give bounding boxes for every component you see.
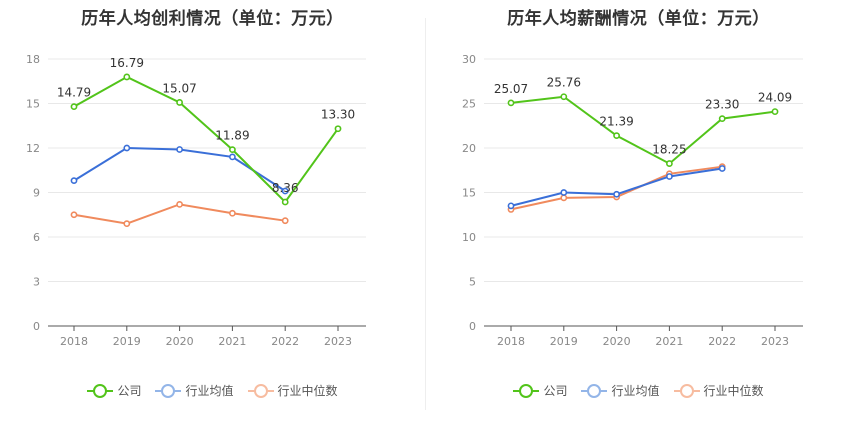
y-tick-label: 25 <box>462 98 476 111</box>
y-tick-label: 0 <box>33 320 40 333</box>
data-label: 23.30 <box>705 98 739 112</box>
data-point-company[interactable] <box>771 108 779 115</box>
data-label: 8.36 <box>272 181 299 195</box>
right-chart-panel: 历年人均薪酬情况（单位：万元） 0 5 10 15 20 25 30 2018 2019 2020… <box>426 0 850 437</box>
y-tick-label: 5 <box>469 276 476 289</box>
y-tick-label: 10 <box>462 231 476 244</box>
data-point-company[interactable] <box>281 198 289 206</box>
data-point-industry-avg[interactable] <box>123 144 131 152</box>
data-point-company[interactable] <box>70 103 78 111</box>
x-tick-label: 2019 <box>113 335 141 348</box>
data-point-industry-avg[interactable] <box>70 177 78 185</box>
y-tick-label: 15 <box>462 187 476 200</box>
x-tick-label: 2020 <box>166 335 194 348</box>
data-label: 25.07 <box>494 82 528 96</box>
data-label: 21.39 <box>599 115 633 129</box>
left-chart-panel: 历年人均创利情况（单位：万元） 0 3 6 9 12 15 18 2018 2019 2020 20… <box>0 9 425 399</box>
data-point-industry-avg[interactable] <box>176 146 183 153</box>
data-point-company[interactable] <box>334 125 342 133</box>
legend-label: 行业中位数 <box>703 384 764 398</box>
data-point-industry-avg[interactable] <box>281 187 289 195</box>
legend-item-industry-median[interactable]: 行业中位数 <box>247 382 338 399</box>
series-line-company <box>510 95 776 165</box>
data-point-industry-median[interactable] <box>123 220 131 228</box>
data-point-industry-median[interactable] <box>281 217 289 225</box>
x-tick-label: 2020 <box>603 335 631 348</box>
x-tick-label: 2018 <box>497 335 525 348</box>
data-point-industry-avg[interactable] <box>718 165 726 172</box>
data-label: 18.25 <box>652 143 686 157</box>
legend-item-company[interactable]: 公司 <box>513 382 567 399</box>
legend-label: 公司 <box>543 384 568 398</box>
chart-legend: 公司 行业均值 行业中位数 <box>426 382 850 399</box>
chart-title: 历年人均薪酬情况（单位：万元） <box>507 9 770 29</box>
x-tick-label: 2019 <box>550 335 578 348</box>
chart-title: 历年人均创利情况（单位：万元） <box>81 9 344 29</box>
legend-label: 公司 <box>117 384 142 398</box>
legend-company-marker-icon <box>87 383 114 398</box>
data-point-industry-median[interactable] <box>70 211 78 219</box>
x-tick-label: 2018 <box>60 335 88 348</box>
x-tick-label: 2022 <box>708 335 736 348</box>
y-tick-label: 9 <box>33 187 40 200</box>
legend-label: 行业中位数 <box>277 384 338 398</box>
y-tick-label: 18 <box>26 53 40 66</box>
chart-legend: 公司 行业均值 行业中位数 <box>0 382 425 399</box>
panel-divider <box>425 18 426 410</box>
legend-item-industry-median[interactable]: 行业中位数 <box>673 382 764 399</box>
data-point-company[interactable] <box>560 93 568 101</box>
y-tick-label: 30 <box>462 53 476 66</box>
data-label: 16.79 <box>110 56 144 70</box>
legend-avg-marker-icon <box>581 383 608 398</box>
data-point-company[interactable] <box>665 160 673 167</box>
profit-per-capita-chart: 0 3 6 9 12 15 18 2018 2019 2020 2021 2022 2023 14.79 1… <box>26 53 366 348</box>
data-point-industry-avg[interactable] <box>613 190 620 198</box>
data-point-company[interactable] <box>507 99 515 107</box>
x-tick-label: 2021 <box>218 335 246 348</box>
data-point-company[interactable] <box>613 132 620 140</box>
salary-per-capita-chart: 0 5 10 15 20 25 30 2018 2019 2020 2021 2022 2023 25.0… <box>462 53 803 348</box>
data-point-company[interactable] <box>123 73 131 81</box>
legend-label: 行业均值 <box>185 384 234 398</box>
data-point-industry-avg[interactable] <box>560 189 568 196</box>
y-tick-label: 12 <box>26 142 40 155</box>
legend-company-marker-icon <box>513 383 540 398</box>
data-point-industry-avg[interactable] <box>665 173 673 180</box>
legend-item-industry-avg[interactable]: 行业均值 <box>155 382 234 399</box>
y-tick-label: 6 <box>33 231 40 244</box>
y-tick-label: 15 <box>26 98 40 111</box>
legend-median-marker-icon <box>247 383 274 398</box>
data-label: 11.89 <box>215 129 249 143</box>
legend-avg-marker-icon <box>155 383 182 398</box>
data-point-industry-median[interactable] <box>176 200 183 208</box>
data-point-company[interactable] <box>718 115 726 123</box>
legend-item-company[interactable]: 公司 <box>87 382 141 399</box>
data-label: 14.79 <box>57 86 91 100</box>
y-tick-label: 3 <box>33 276 40 289</box>
data-point-industry-median[interactable] <box>228 209 236 217</box>
x-tick-label: 2022 <box>271 335 299 348</box>
data-point-industry-avg[interactable] <box>507 202 515 210</box>
data-label: 24.09 <box>758 91 792 105</box>
x-tick-label: 2023 <box>324 335 352 348</box>
y-tick-label: 0 <box>469 320 476 333</box>
legend-label: 行业均值 <box>611 384 660 398</box>
x-tick-label: 2021 <box>655 335 683 348</box>
x-tick-label: 2023 <box>761 335 789 348</box>
y-tick-label: 20 <box>462 142 476 155</box>
data-label: 25.76 <box>547 76 581 90</box>
data-point-company[interactable] <box>176 99 183 106</box>
data-label: 13.30 <box>321 108 355 122</box>
data-label: 15.07 <box>162 81 196 95</box>
legend-median-marker-icon <box>673 383 700 398</box>
series-line-company <box>73 75 339 204</box>
legend-item-industry-avg[interactable]: 行业均值 <box>581 382 660 399</box>
data-point-industry-median[interactable] <box>560 194 568 202</box>
data-point-company[interactable] <box>228 146 236 154</box>
data-point-industry-avg[interactable] <box>228 153 236 161</box>
